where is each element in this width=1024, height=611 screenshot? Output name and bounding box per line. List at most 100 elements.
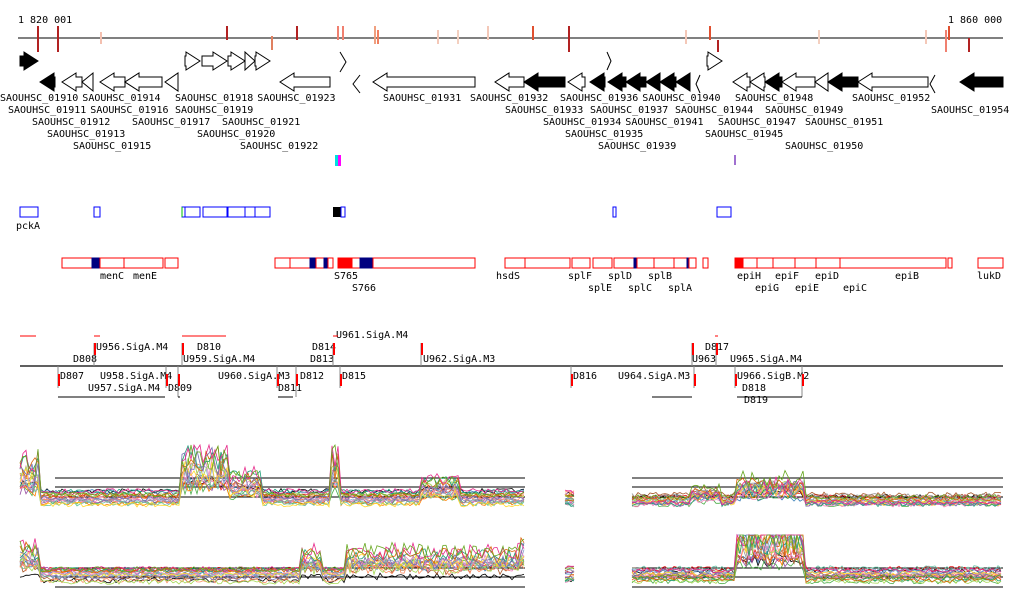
gene-saouhsc_01919[interactable]: SAOUHSC_01919	[175, 51, 253, 116]
red-feature-box[interactable]	[315, 257, 325, 269]
gene-saouhsc_01932[interactable]: SAOUHSC_01932	[470, 72, 548, 104]
red-feature-box[interactable]	[702, 257, 709, 269]
small-gene-icon[interactable]	[339, 51, 347, 73]
gene-saouhsc_01954[interactable]: SAOUHSC_01954	[931, 72, 1009, 116]
gene-saouhsc_01914[interactable]: SAOUHSC_01914	[81, 71, 161, 104]
gene-arrow-icon[interactable]	[706, 51, 723, 71]
gene-saouhsc_01936[interactable]: SAOUHSC_01936	[560, 72, 638, 104]
blue-feature-box[interactable]	[227, 206, 246, 218]
blue-feature-box[interactable]	[340, 206, 346, 218]
red-feature-box[interactable]	[734, 257, 744, 269]
gene-saouhsc_01951[interactable]: SAOUHSC_01951	[805, 72, 883, 128]
red-feature-box[interactable]	[309, 257, 317, 269]
filled-gene-arrow-icon[interactable]	[645, 72, 661, 92]
filled-gene-arrow-icon[interactable]	[589, 72, 606, 92]
gene-saouhsc_01944[interactable]: SAOUHSC_01944	[675, 51, 753, 116]
blue-feature-box[interactable]	[93, 206, 101, 218]
gene-arrow-icon[interactable]	[732, 72, 751, 92]
red-feature-box[interactable]	[524, 257, 571, 269]
gene-arrow-icon[interactable]	[567, 72, 586, 92]
red-feature-box[interactable]	[504, 257, 526, 269]
red-feature-box[interactable]	[592, 257, 613, 269]
gene-saouhsc_01913[interactable]: SAOUHSC_01913	[47, 72, 125, 140]
small-gene-icon[interactable]	[695, 74, 701, 94]
gene-saouhsc_01921[interactable]: SAOUHSC_01921	[222, 50, 300, 128]
gene-saouhsc_01931[interactable]: SAOUHSC_01931	[372, 72, 476, 104]
gene-arrow-icon[interactable]	[61, 72, 83, 92]
red-feature-box[interactable]	[756, 257, 774, 269]
gene-saouhsc_01937[interactable]: SAOUHSC_01937	[590, 72, 668, 116]
red-feature-box[interactable]	[164, 257, 179, 269]
gene-arrow-icon[interactable]	[244, 50, 256, 72]
red-feature-box[interactable]	[359, 257, 374, 269]
small-gene-icon[interactable]	[929, 74, 936, 94]
gene-saouhsc_01941[interactable]: SAOUHSC_01941	[625, 72, 704, 128]
blue-feature-track[interactable]: pckA	[16, 206, 732, 232]
red-feature-box[interactable]	[372, 257, 476, 269]
gene-arrow-icon[interactable]	[781, 72, 816, 92]
gene-saouhsc_01922[interactable]: SAOUHSC_01922	[240, 51, 318, 152]
gene-saouhsc_01949[interactable]: SAOUHSC_01949	[765, 72, 843, 116]
red-feature-box[interactable]	[323, 257, 329, 269]
filled-gene-arrow-icon[interactable]	[625, 72, 647, 92]
red-feature-box[interactable]	[123, 257, 164, 269]
gene-saouhsc_01923[interactable]: SAOUHSC_01923	[257, 72, 336, 104]
blue-feature-box[interactable]	[19, 206, 39, 218]
filled-gene-arrow-icon[interactable]	[764, 72, 783, 92]
blue-feature-box[interactable]	[202, 206, 228, 218]
gene-saouhsc_01918[interactable]: SAOUHSC_01918	[175, 51, 253, 104]
gene-arrow-icon[interactable]	[749, 72, 766, 92]
filled-gene-arrow-icon[interactable]	[675, 72, 691, 92]
red-feature-box[interactable]	[653, 257, 675, 269]
filled-gene-arrow-icon[interactable]	[607, 72, 627, 92]
gene-saouhsc_01920[interactable]: SAOUHSC_01920	[197, 51, 275, 140]
small-gene-icon[interactable]	[352, 74, 361, 94]
small-gene-icon[interactable]	[606, 51, 612, 71]
gene-arrow-icon[interactable]	[201, 51, 228, 71]
red-feature-box[interactable]	[327, 257, 334, 269]
gene-arrow-icon[interactable]	[372, 72, 476, 92]
gene-arrow-icon[interactable]	[99, 72, 126, 92]
red-feature-box[interactable]	[688, 257, 697, 269]
blue-feature-box[interactable]	[333, 207, 341, 217]
gene-saouhsc_01952[interactable]: SAOUHSC_01952	[852, 72, 930, 104]
gene-saouhsc_01934[interactable]: SAOUHSC_01934	[543, 72, 621, 128]
gene-arrow-icon[interactable]	[254, 51, 271, 71]
gene-saouhsc_01911[interactable]: SAOUHSC_01911	[8, 72, 86, 116]
gene-arrow-icon[interactable]	[124, 72, 163, 92]
filled-gene-arrow-icon[interactable]	[523, 72, 566, 92]
blue-feature-box[interactable]	[184, 206, 201, 218]
gene-saouhsc_01935[interactable]: SAOUHSC_01935	[565, 72, 643, 140]
gene-arrow-icon[interactable]	[494, 72, 525, 92]
red-feature-box[interactable]	[337, 257, 353, 269]
blue-feature-box[interactable]	[612, 206, 617, 218]
filled-gene-arrow-icon[interactable]	[39, 72, 56, 92]
red-feature-box[interactable]	[289, 257, 311, 269]
filled-gene-arrow-icon[interactable]	[827, 72, 859, 92]
gene-arrow-icon[interactable]	[184, 51, 201, 71]
red-feature-box[interactable]	[947, 257, 953, 269]
gene-arrow-icon[interactable]	[857, 72, 929, 92]
gene-arrow-icon[interactable]	[164, 72, 179, 92]
gene-saouhsc_01910[interactable]: SAOUHSC_01910	[0, 51, 78, 104]
red-feature-box[interactable]	[571, 257, 591, 269]
gene-saouhsc_01947[interactable]: SAOUHSC_01947	[718, 72, 796, 128]
gene-saouhsc_01939[interactable]: SAOUHSC_01939	[598, 72, 676, 152]
gene-arrow-icon[interactable]	[81, 71, 94, 93]
red-feature-box[interactable]	[91, 257, 101, 269]
filled-gene-arrow-icon[interactable]	[659, 72, 677, 92]
red-feature-box[interactable]	[99, 257, 125, 269]
red-feature-box[interactable]	[613, 257, 635, 269]
filled-gene-arrow-icon[interactable]	[19, 51, 39, 71]
gene-saouhsc_01945[interactable]: SAOUHSC_01945	[705, 72, 783, 140]
red-feature-box[interactable]	[839, 257, 947, 269]
gene-saouhsc_01916[interactable]: SAOUHSC_01916	[90, 72, 169, 116]
red-feature-box[interactable]	[815, 257, 841, 269]
red-feature-box[interactable]	[61, 257, 93, 269]
red-feature-box[interactable]	[742, 257, 758, 269]
gene-track[interactable]: SAOUHSC_01910SAOUHSC_01911SAOUHSC_01913S…	[0, 50, 1009, 152]
red-feature-box[interactable]	[636, 257, 655, 269]
